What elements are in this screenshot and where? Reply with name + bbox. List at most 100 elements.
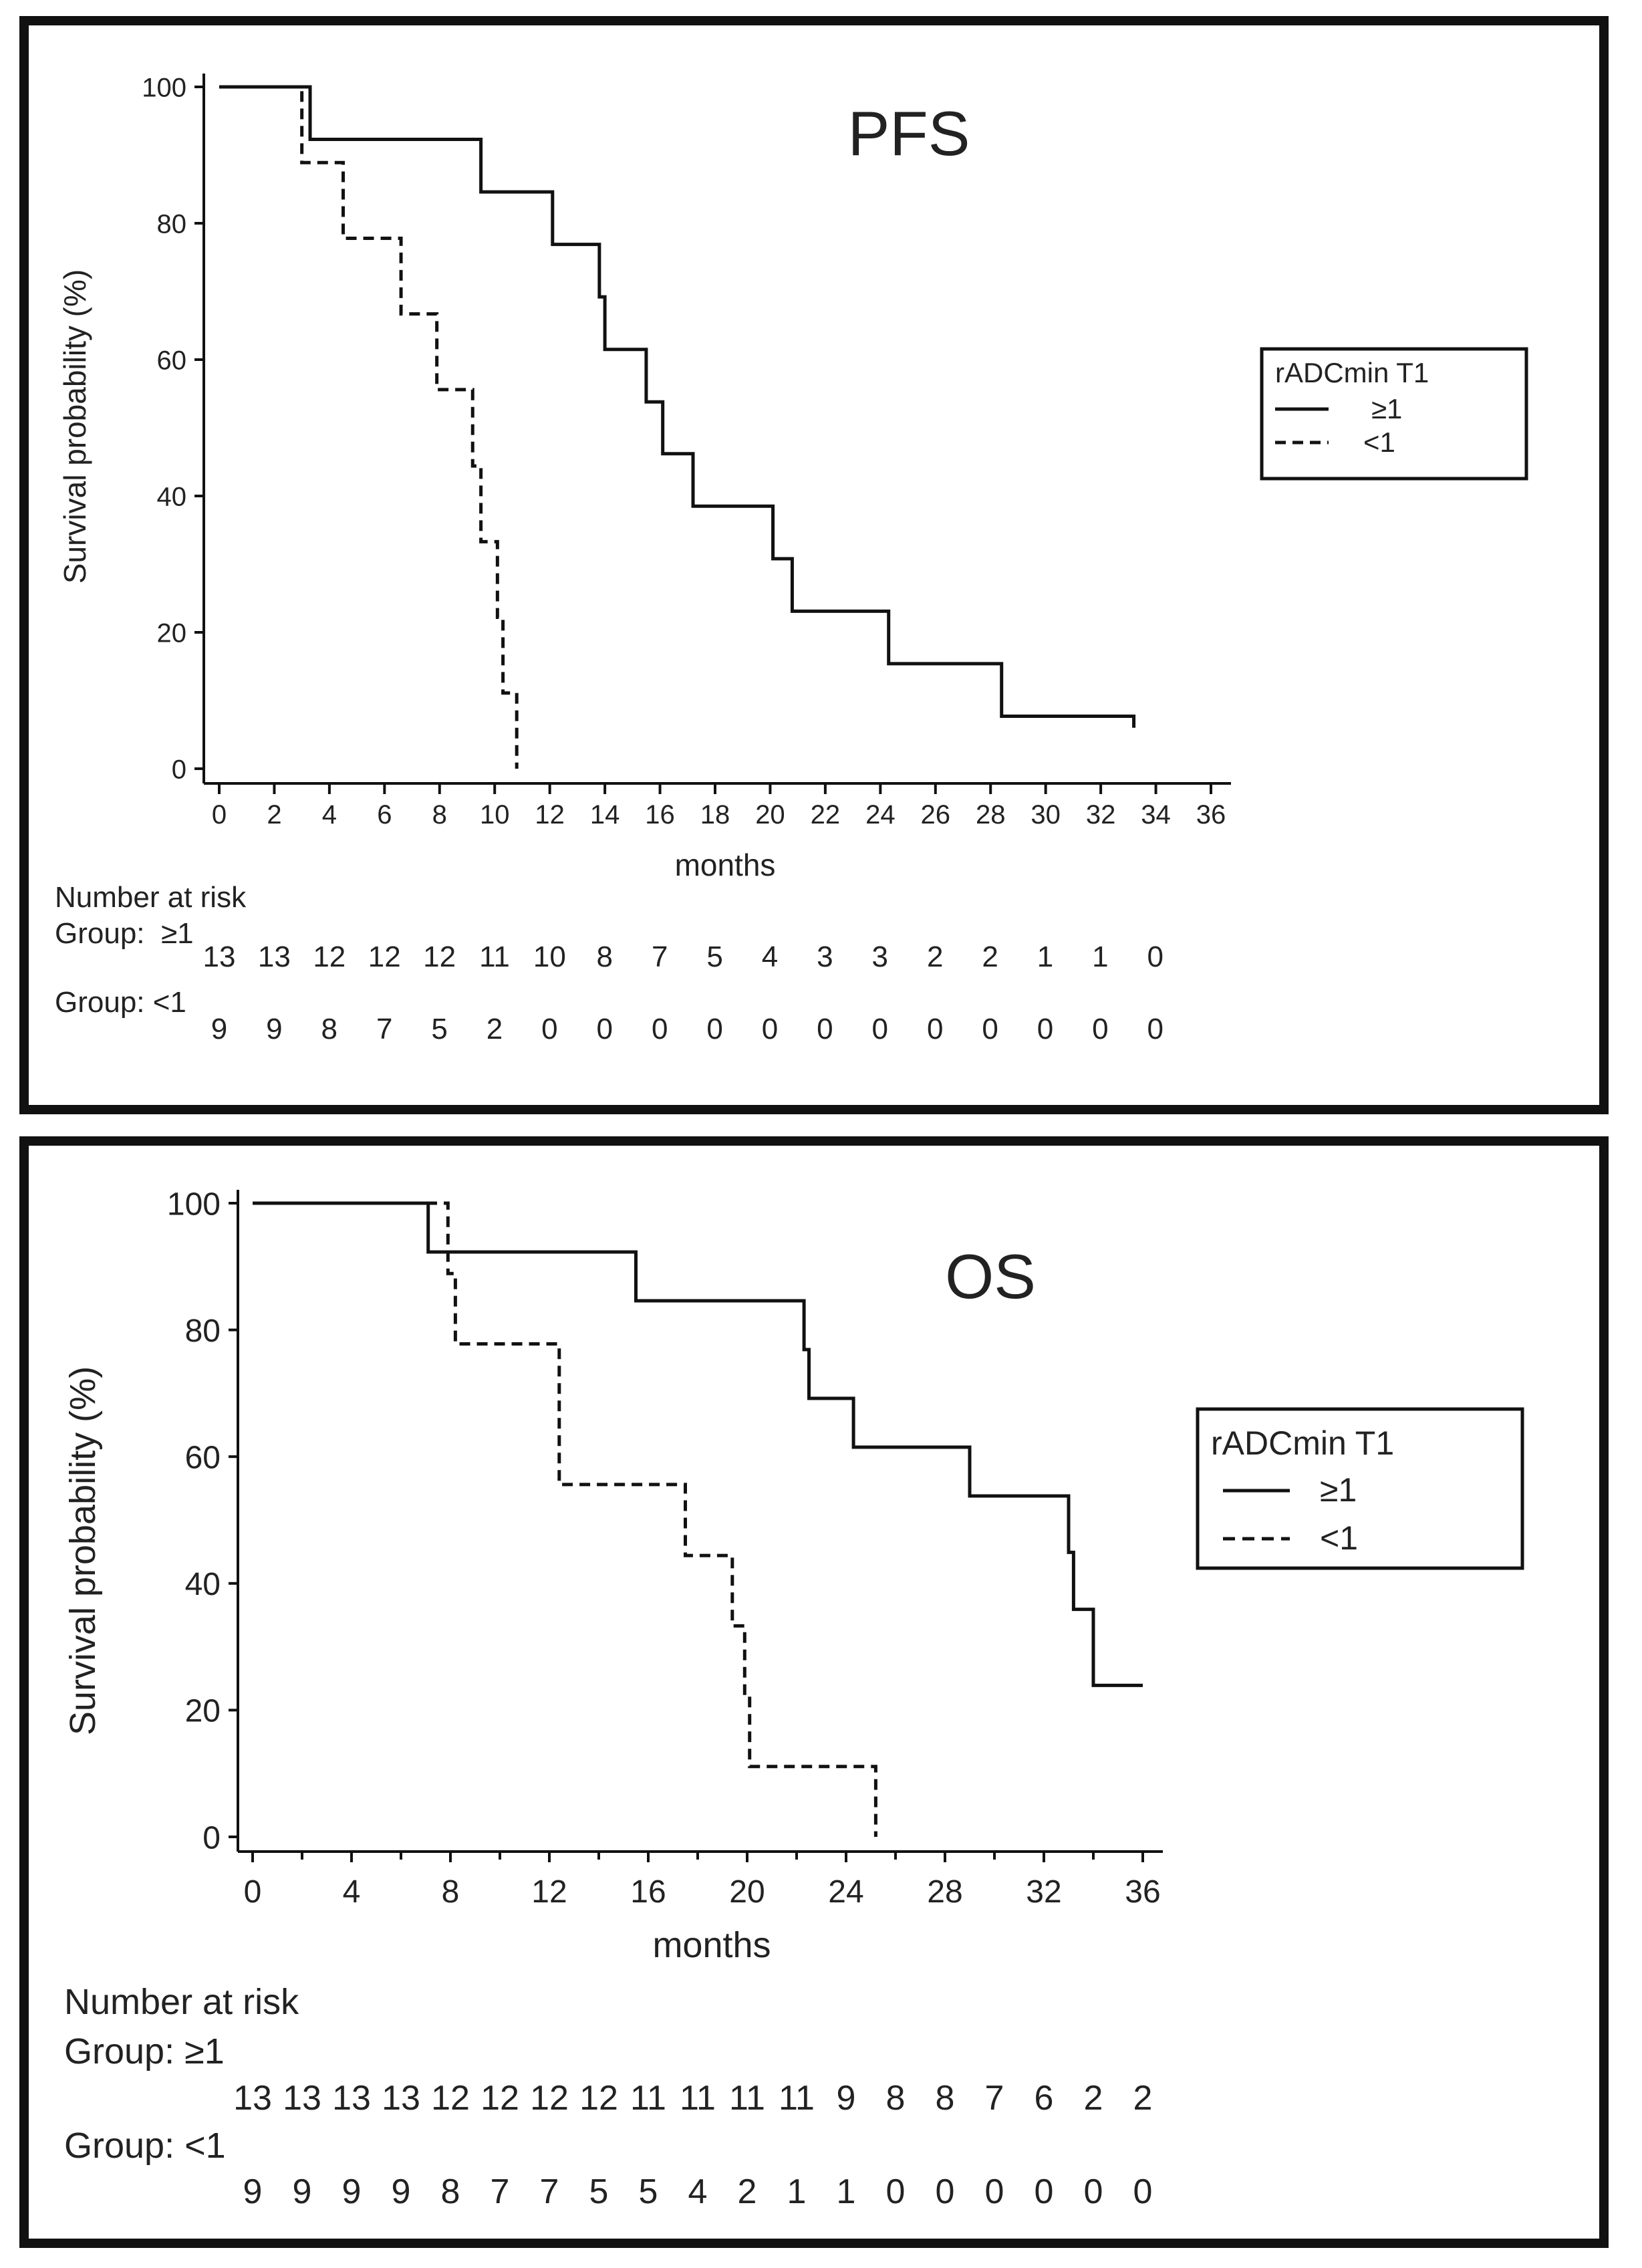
os-x-tick-label: 20 — [729, 1874, 765, 1910]
pfs-curve-lt1 — [219, 85, 519, 769]
pfs-y-tick-label: 80 — [157, 209, 187, 239]
pfs-x-axis-label: months — [675, 848, 776, 882]
pfs-x-tick-label: 16 — [645, 800, 675, 830]
pfs-x-tick-label: 12 — [535, 800, 565, 830]
os-risk-value-group2: 0 — [1035, 2172, 1054, 2211]
pfs-risk-value-group2: 2 — [487, 1013, 503, 1045]
pfs-risk-value-group1: 3 — [817, 940, 833, 973]
pfs-risk-value-group1: 0 — [1147, 940, 1164, 973]
pfs-x-tick-label: 10 — [480, 800, 510, 830]
pfs-risk-value-group1: 5 — [706, 940, 722, 973]
pfs-risk-value-group2: 0 — [652, 1013, 668, 1045]
os-risk-value-group1: 7 — [985, 2079, 1004, 2118]
os-risk-value-group2: 1 — [787, 2172, 807, 2211]
os-curve-lt1 — [253, 1201, 877, 1837]
os-risk-value-group2: 2 — [738, 2172, 757, 2211]
os-plot-area: 0 20 40 60 80 100 0 4 8 12 16 20 24 28 32 36 — [167, 1186, 1163, 1910]
os-risk-value-group1: 12 — [481, 2079, 519, 2118]
pfs-risk-value-group1: 4 — [762, 940, 778, 973]
os-risk-value-group2: 5 — [589, 2172, 609, 2211]
pfs-legend-title: rADCmin T1 — [1275, 357, 1429, 388]
os-risk-value-group1: 13 — [233, 2079, 272, 2118]
pfs-risk-value-group2: 9 — [266, 1013, 282, 1045]
pfs-risk-value-group1: 2 — [927, 940, 943, 973]
os-risk-value-group1: 6 — [1035, 2079, 1054, 2118]
os-x-tick-label: 8 — [442, 1874, 460, 1910]
os-y-tick-label: 80 — [185, 1313, 221, 1349]
os-legend-label-ge1: ≥1 — [1320, 1471, 1357, 1509]
pfs-x-tick-label: 30 — [1031, 800, 1061, 830]
os-x-tick-label: 36 — [1125, 1874, 1160, 1910]
os-risk-value-group2: 9 — [243, 2172, 263, 2211]
pfs-x-tick-label: 18 — [700, 800, 730, 830]
pfs-x-tick-label: 2 — [267, 800, 281, 830]
os-x-tick-label: 32 — [1026, 1874, 1061, 1910]
os-risk-value-group1: 11 — [630, 2079, 666, 2118]
os-risk-value-group2: 0 — [985, 2172, 1004, 2211]
pfs-x-tick-label: 4 — [322, 800, 337, 830]
pfs-risk-value-group2: 0 — [706, 1013, 722, 1045]
os-chart-title: OS — [945, 1241, 1036, 1311]
pfs-risk-value-group1: 13 — [203, 940, 236, 973]
os-risk-value-group1: 8 — [886, 2079, 906, 2118]
os-risk-values: 13 13 13 13 12 12 12 12 11 11 11 11 9 8 8 7 6 2 29 9 9 9 8 7 7 5 5… — [233, 2079, 1152, 2211]
pfs-risk-value-group1: 1 — [1092, 940, 1108, 973]
pfs-risk-value-group1: 11 — [479, 940, 510, 973]
os-risk-value-group2: 9 — [342, 2172, 362, 2211]
os-x-tick-label: 12 — [531, 1874, 567, 1910]
os-risk-value-group2: 1 — [837, 2172, 856, 2211]
os-panel-frame — [19, 1136, 1609, 2248]
pfs-x-tick-label: 34 — [1141, 800, 1171, 830]
os-curve-ge1 — [253, 1201, 1143, 1687]
pfs-risk-table: Number at risk Group: ≥1 Group: <1 13 13 1… — [55, 881, 1164, 1045]
pfs-risk-value-group1: 12 — [368, 940, 401, 973]
pfs-risk-value-group1: 13 — [258, 940, 291, 973]
pfs-panel-frame — [19, 16, 1609, 1114]
pfs-risk-value-group2: 9 — [211, 1013, 227, 1045]
os-y-tick-label: 60 — [185, 1440, 221, 1475]
os-risk-group2-label: Group: <1 — [64, 2126, 226, 2166]
os-y-axis-label: Survival probability (%) — [63, 1366, 103, 1735]
pfs-x-tick-label: 32 — [1086, 800, 1116, 830]
pfs-risk-value-group1: 12 — [313, 940, 346, 973]
os-risk-value-group2: 0 — [886, 2172, 906, 2211]
os-risk-value-group2: 8 — [441, 2172, 460, 2211]
os-x-tick-label: 4 — [343, 1874, 361, 1910]
pfs-risk-value-group2: 5 — [431, 1013, 447, 1045]
pfs-risk-values: 13 13 12 12 12 11 10 8 7 5 4 3 3 2 2 1 1 09 9 8 7 5 2 0 0 0 0 0 0 0 0 0… — [203, 940, 1164, 1045]
pfs-legend-label-lt1: <1 — [1363, 426, 1395, 458]
os-risk-heading: Number at risk — [64, 1982, 299, 2022]
pfs-risk-value-group2: 0 — [927, 1013, 943, 1045]
pfs-risk-value-group2: 0 — [872, 1013, 888, 1045]
pfs-x-tick-label: 14 — [590, 800, 620, 830]
pfs-risk-value-group2: 0 — [817, 1013, 833, 1045]
pfs-y-tick-label: 60 — [157, 346, 187, 375]
pfs-chart-title: PFS — [848, 98, 970, 168]
os-panel: OS Survival probability (%) months 02040… — [19, 1136, 1609, 2248]
os-risk-value-group1: 12 — [579, 2079, 618, 2118]
os-legend-box — [1196, 1407, 1524, 1570]
pfs-y-tick-label: 40 — [157, 482, 187, 511]
os-risk-value-group1: 8 — [936, 2079, 955, 2118]
os-risk-value-group2: 5 — [639, 2172, 658, 2211]
pfs-risk-value-group1: 1 — [1037, 940, 1053, 973]
pfs-risk-value-group2: 0 — [541, 1013, 557, 1045]
pfs-y-tick-label: 20 — [157, 618, 187, 648]
pfs-risk-value-group1: 3 — [872, 940, 888, 973]
os-risk-value-group1: 2 — [1084, 2079, 1103, 2118]
os-risk-value-group2: 0 — [1084, 2172, 1103, 2211]
pfs-risk-value-group2: 0 — [1092, 1013, 1108, 1045]
pfs-x-tick-label: 22 — [811, 800, 841, 830]
os-y-tick-label: 20 — [185, 1694, 221, 1729]
os-y-tick-label: 0 — [202, 1820, 221, 1856]
os-risk-value-group1: 13 — [332, 2079, 371, 2118]
pfs-risk-value-group1: 12 — [423, 940, 456, 973]
os-risk-value-group1: 2 — [1133, 2079, 1153, 2118]
pfs-risk-value-group1: 7 — [652, 940, 668, 973]
os-risk-value-group1: 13 — [283, 2079, 321, 2118]
pfs-risk-value-group2: 0 — [762, 1013, 778, 1045]
pfs-x-tick-label: 6 — [377, 800, 392, 830]
pfs-risk-value-group2: 0 — [1037, 1013, 1053, 1045]
os-risk-value-group2: 4 — [688, 2172, 708, 2211]
